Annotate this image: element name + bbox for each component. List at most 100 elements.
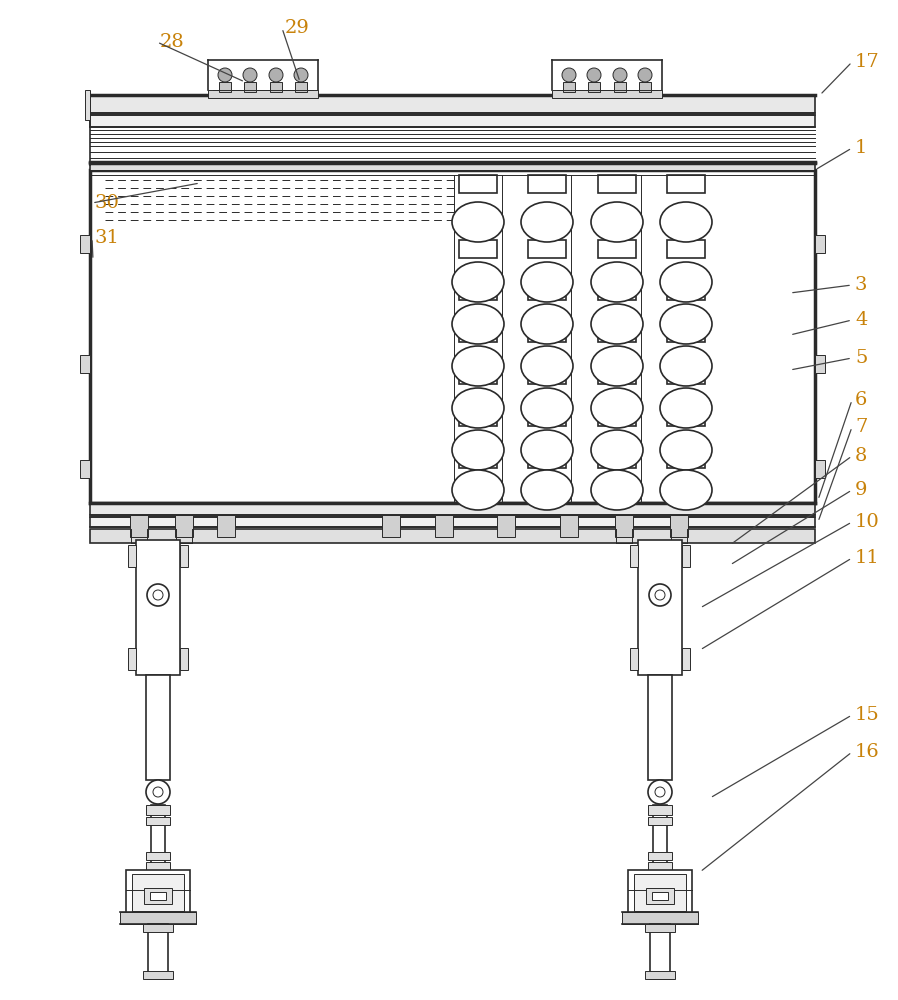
Bar xyxy=(120,912,196,924)
Bar xyxy=(598,324,636,342)
Circle shape xyxy=(587,68,601,82)
Bar xyxy=(132,874,184,911)
Circle shape xyxy=(655,787,665,797)
Text: 3: 3 xyxy=(855,276,867,294)
Bar xyxy=(146,805,170,815)
Bar xyxy=(459,240,497,258)
Bar xyxy=(645,971,675,979)
Ellipse shape xyxy=(521,262,573,302)
Bar xyxy=(528,175,566,193)
Bar xyxy=(682,545,690,567)
Bar xyxy=(646,888,674,904)
Bar xyxy=(130,515,148,537)
Bar xyxy=(648,675,672,780)
Ellipse shape xyxy=(660,430,712,470)
Text: 15: 15 xyxy=(855,706,880,724)
Bar xyxy=(144,888,172,904)
Circle shape xyxy=(638,68,652,82)
Bar xyxy=(667,450,705,468)
Ellipse shape xyxy=(591,304,643,344)
Bar xyxy=(639,82,651,92)
Bar xyxy=(90,163,815,171)
Bar xyxy=(528,324,566,342)
Bar xyxy=(146,862,170,872)
Ellipse shape xyxy=(521,388,573,428)
Bar xyxy=(615,515,633,537)
Bar xyxy=(244,82,256,92)
Bar xyxy=(652,892,668,900)
Bar xyxy=(90,503,815,515)
Circle shape xyxy=(269,68,283,82)
Bar xyxy=(630,545,638,567)
Bar xyxy=(667,408,705,426)
Bar xyxy=(598,282,636,300)
Bar xyxy=(180,648,188,670)
Ellipse shape xyxy=(452,262,504,302)
Bar xyxy=(459,490,497,508)
Text: 10: 10 xyxy=(855,513,880,531)
Bar xyxy=(614,82,626,92)
Text: 7: 7 xyxy=(855,418,867,436)
Bar xyxy=(90,95,815,113)
Text: 8: 8 xyxy=(855,447,867,465)
Bar xyxy=(622,912,698,924)
Bar xyxy=(552,90,662,98)
Ellipse shape xyxy=(452,202,504,242)
Text: 31: 31 xyxy=(95,229,119,247)
Text: 30: 30 xyxy=(95,194,119,212)
Bar xyxy=(598,450,636,468)
Bar xyxy=(667,324,705,342)
Bar xyxy=(146,817,170,825)
Circle shape xyxy=(649,584,671,606)
Ellipse shape xyxy=(452,346,504,386)
Bar xyxy=(497,515,515,537)
Ellipse shape xyxy=(660,304,712,344)
Ellipse shape xyxy=(521,430,573,470)
Circle shape xyxy=(218,68,232,82)
Ellipse shape xyxy=(591,430,643,470)
Ellipse shape xyxy=(660,262,712,302)
Circle shape xyxy=(648,780,672,804)
Bar xyxy=(80,235,90,253)
Bar xyxy=(598,240,636,258)
Ellipse shape xyxy=(591,470,643,510)
Bar xyxy=(90,170,815,503)
Bar xyxy=(148,924,168,979)
Bar xyxy=(459,408,497,426)
Circle shape xyxy=(613,68,627,82)
Bar xyxy=(560,515,578,537)
Bar xyxy=(219,82,231,92)
Bar xyxy=(80,460,90,478)
Bar xyxy=(667,282,705,300)
Ellipse shape xyxy=(452,470,504,510)
Ellipse shape xyxy=(521,470,573,510)
Bar xyxy=(648,817,672,825)
Circle shape xyxy=(147,584,169,606)
Circle shape xyxy=(153,590,163,600)
Bar xyxy=(648,862,672,872)
Bar xyxy=(630,648,638,670)
Bar xyxy=(667,240,705,258)
Text: 28: 28 xyxy=(160,33,185,51)
Bar xyxy=(815,355,825,373)
Text: 17: 17 xyxy=(855,53,880,71)
Bar xyxy=(90,517,815,527)
Ellipse shape xyxy=(452,430,504,470)
Text: 1: 1 xyxy=(855,139,867,157)
Circle shape xyxy=(294,68,308,82)
Bar xyxy=(136,540,180,675)
Text: 11: 11 xyxy=(855,549,880,567)
Bar xyxy=(815,235,825,253)
Bar xyxy=(528,282,566,300)
Bar xyxy=(217,515,235,537)
Circle shape xyxy=(655,590,665,600)
Bar xyxy=(598,366,636,384)
Bar xyxy=(143,924,173,932)
Bar xyxy=(528,240,566,258)
Bar xyxy=(208,90,318,98)
Bar xyxy=(90,115,815,127)
Bar xyxy=(459,324,497,342)
Bar xyxy=(648,805,672,815)
Bar xyxy=(598,175,636,193)
Bar xyxy=(588,82,600,92)
